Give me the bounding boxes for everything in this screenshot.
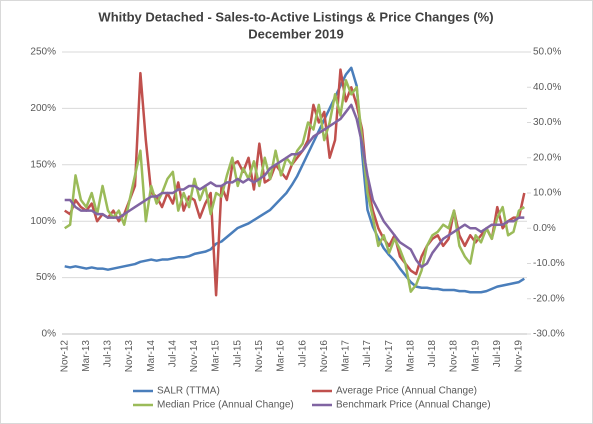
x-tick-label: Jul-17 [362, 340, 373, 368]
x-tick-label: Jul-13 [103, 340, 114, 368]
x-tick-label: Nov-17 [384, 340, 395, 373]
x-tick-label: Jul-15 [232, 340, 243, 368]
x-tick-label: Nov-15 [254, 340, 265, 373]
series-line [64, 66, 525, 294]
y-tick-label: 100% [30, 216, 56, 227]
x-tick-label: Mar-18 [405, 340, 416, 372]
x-tick-label: Jul-16 [297, 340, 308, 368]
legend-label: Average Price (Annual Change) [336, 386, 477, 397]
x-tick-label: Mar-15 [211, 340, 222, 372]
legend-label: Benchmark Price (Annual Change) [336, 400, 491, 411]
x-tick-label: Mar-13 [81, 340, 92, 372]
x-tick-label: Nov-13 [124, 340, 135, 373]
y-tick-label: 200% [30, 103, 56, 114]
y2-tick-label: 0.0% [533, 223, 556, 234]
x-tick-label: Jul-18 [427, 340, 438, 368]
y-tick-label: 250% [30, 47, 56, 58]
y2-tick-label: 10.0% [533, 188, 561, 199]
legend-label: SALR (TTMA) [157, 386, 220, 397]
series-line [64, 103, 525, 269]
x-tick-label: Nov-19 [514, 340, 525, 373]
x-tick-label: Jul-14 [167, 340, 178, 368]
y2-tick-label: 40.0% [533, 82, 561, 93]
y2-tick-label: -10.0% [533, 258, 565, 269]
y2-tick-label: 30.0% [533, 117, 561, 128]
y-tick-label: 50% [36, 272, 56, 283]
x-tick-label: Jul-19 [492, 340, 503, 368]
x-tick-label: Nov-16 [319, 340, 330, 373]
x-tick-label: Nov-12 [59, 340, 70, 373]
y-tick-label: 0% [42, 329, 57, 340]
y2-tick-label: 50.0% [533, 47, 561, 58]
chart-subtitle: December 2019 [248, 26, 343, 41]
legend-label: Median Price (Annual Change) [157, 400, 294, 411]
y-tick-label: 150% [30, 159, 56, 170]
series-line [64, 78, 525, 293]
x-tick-label: Mar-17 [341, 340, 352, 372]
x-tick-label: Mar-14 [146, 340, 157, 372]
y2-tick-label: -20.0% [533, 293, 565, 304]
chart-title: Whitby Detached - Sales-to-Active Listin… [98, 9, 493, 24]
y2-tick-label: 20.0% [533, 152, 561, 163]
series-line [64, 68, 526, 297]
y2-tick-label: -30.0% [533, 329, 565, 340]
x-tick-label: Nov-14 [189, 340, 200, 373]
x-tick-label: Mar-19 [470, 340, 481, 372]
x-tick-label: Mar-16 [276, 340, 287, 372]
x-tick-label: Nov-18 [449, 340, 460, 373]
